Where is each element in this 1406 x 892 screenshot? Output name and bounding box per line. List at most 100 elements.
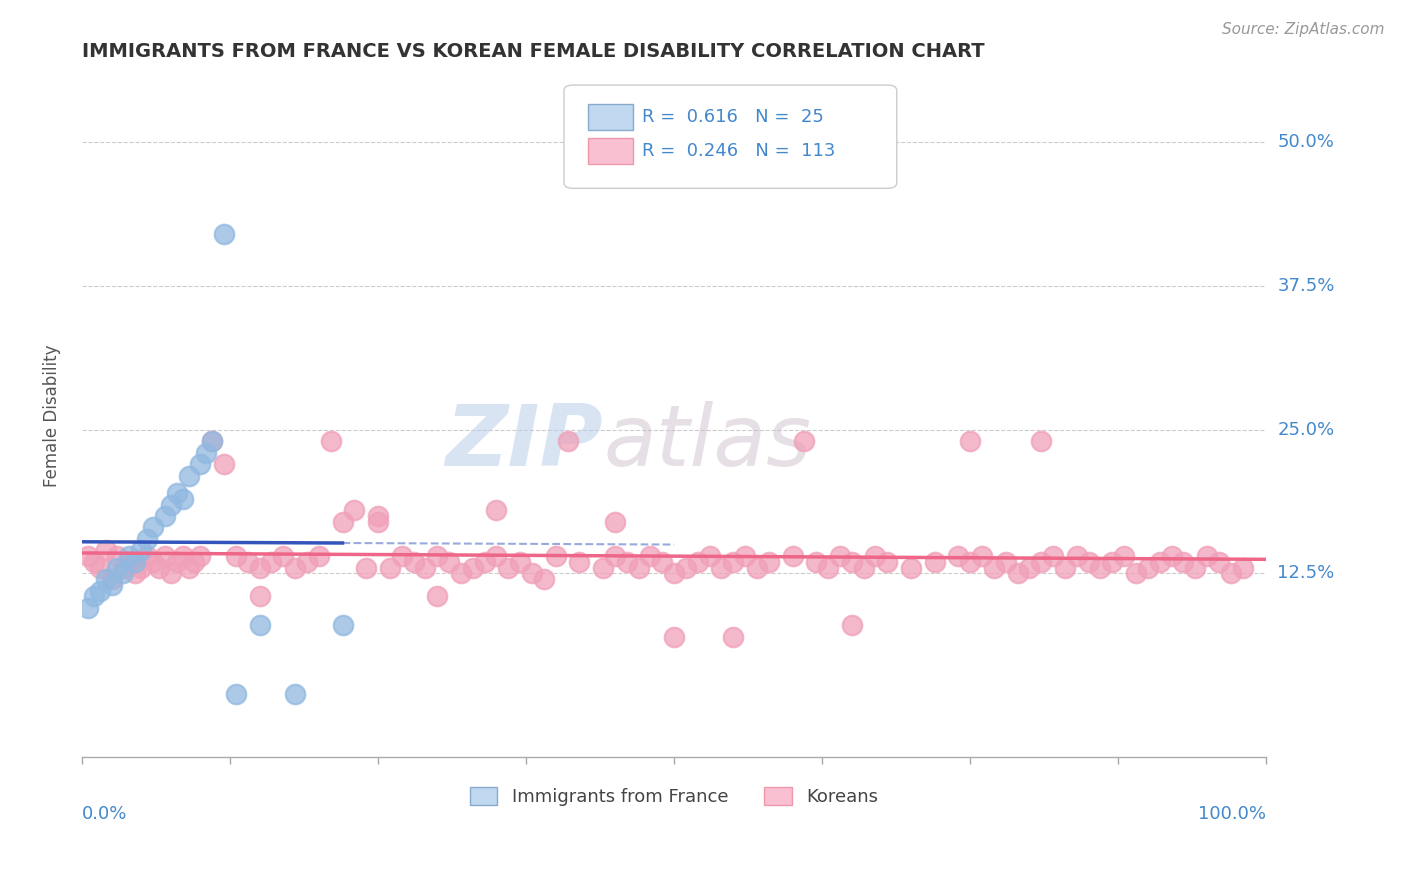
- Point: [201, 434, 224, 449]
- Point: [1066, 549, 1088, 564]
- Point: [153, 549, 176, 564]
- Point: [94, 572, 117, 586]
- Point: [793, 434, 815, 449]
- Point: [378, 560, 401, 574]
- Point: [76, 601, 98, 615]
- Point: [865, 549, 887, 564]
- Point: [332, 515, 354, 529]
- Point: [249, 590, 271, 604]
- Point: [177, 468, 200, 483]
- Point: [142, 520, 165, 534]
- Point: [509, 555, 531, 569]
- Point: [1101, 555, 1123, 569]
- Point: [129, 543, 152, 558]
- Text: atlas: atlas: [603, 401, 811, 484]
- Point: [876, 555, 898, 569]
- Text: 12.5%: 12.5%: [1278, 565, 1334, 582]
- Point: [172, 491, 194, 506]
- Point: [686, 555, 709, 569]
- Point: [1232, 560, 1254, 574]
- Point: [745, 560, 768, 574]
- Point: [1114, 549, 1136, 564]
- Point: [592, 560, 614, 574]
- Point: [284, 560, 307, 574]
- Point: [852, 560, 875, 574]
- Text: 0.0%: 0.0%: [82, 805, 128, 823]
- Point: [343, 503, 366, 517]
- Point: [166, 555, 188, 569]
- Point: [970, 549, 993, 564]
- Text: ZIP: ZIP: [446, 401, 603, 484]
- Text: 100.0%: 100.0%: [1198, 805, 1267, 823]
- Point: [959, 434, 981, 449]
- Point: [177, 560, 200, 574]
- Point: [89, 583, 111, 598]
- Point: [616, 555, 638, 569]
- Point: [159, 566, 181, 581]
- Point: [1125, 566, 1147, 581]
- Point: [675, 560, 697, 574]
- Text: R =  0.246   N =  113: R = 0.246 N = 113: [643, 142, 835, 160]
- Point: [129, 560, 152, 574]
- Point: [415, 560, 437, 574]
- Point: [1219, 566, 1241, 581]
- Y-axis label: Female Disability: Female Disability: [44, 344, 60, 487]
- Point: [1160, 549, 1182, 564]
- Point: [94, 543, 117, 558]
- Point: [354, 560, 377, 574]
- Point: [76, 549, 98, 564]
- Point: [107, 549, 129, 564]
- Point: [900, 560, 922, 574]
- Point: [662, 630, 685, 644]
- Point: [699, 549, 721, 564]
- Point: [1042, 549, 1064, 564]
- Bar: [588, 138, 633, 164]
- Point: [1149, 555, 1171, 569]
- Text: IMMIGRANTS FROM FRANCE VS KOREAN FEMALE DISABILITY CORRELATION CHART: IMMIGRANTS FROM FRANCE VS KOREAN FEMALE …: [82, 42, 984, 61]
- Point: [183, 555, 205, 569]
- Point: [225, 687, 247, 701]
- Point: [983, 560, 1005, 574]
- Point: [485, 549, 508, 564]
- Point: [948, 549, 970, 564]
- Point: [758, 555, 780, 569]
- Point: [1136, 560, 1159, 574]
- Point: [959, 555, 981, 569]
- Point: [195, 446, 218, 460]
- Legend: Immigrants from France, Koreans: Immigrants from France, Koreans: [463, 780, 886, 814]
- Point: [841, 555, 863, 569]
- Point: [153, 508, 176, 523]
- Point: [603, 515, 626, 529]
- Point: [236, 555, 259, 569]
- Point: [83, 590, 105, 604]
- Point: [83, 555, 105, 569]
- Point: [806, 555, 828, 569]
- Point: [544, 549, 567, 564]
- Point: [557, 434, 579, 449]
- Point: [284, 687, 307, 701]
- Point: [1208, 555, 1230, 569]
- Point: [426, 590, 449, 604]
- Point: [249, 618, 271, 632]
- Point: [89, 560, 111, 574]
- Point: [782, 549, 804, 564]
- Point: [190, 457, 212, 471]
- Point: [166, 486, 188, 500]
- Point: [723, 555, 745, 569]
- Text: 37.5%: 37.5%: [1278, 277, 1334, 295]
- Point: [201, 434, 224, 449]
- Point: [100, 572, 122, 586]
- Point: [107, 560, 129, 574]
- Point: [627, 560, 650, 574]
- Point: [295, 555, 318, 569]
- Point: [568, 555, 591, 569]
- Point: [1031, 434, 1053, 449]
- Point: [924, 555, 946, 569]
- Point: [118, 555, 141, 569]
- Point: [662, 566, 685, 581]
- Point: [271, 549, 294, 564]
- Point: [1090, 560, 1112, 574]
- Point: [498, 560, 520, 574]
- Point: [1184, 560, 1206, 574]
- Point: [136, 549, 159, 564]
